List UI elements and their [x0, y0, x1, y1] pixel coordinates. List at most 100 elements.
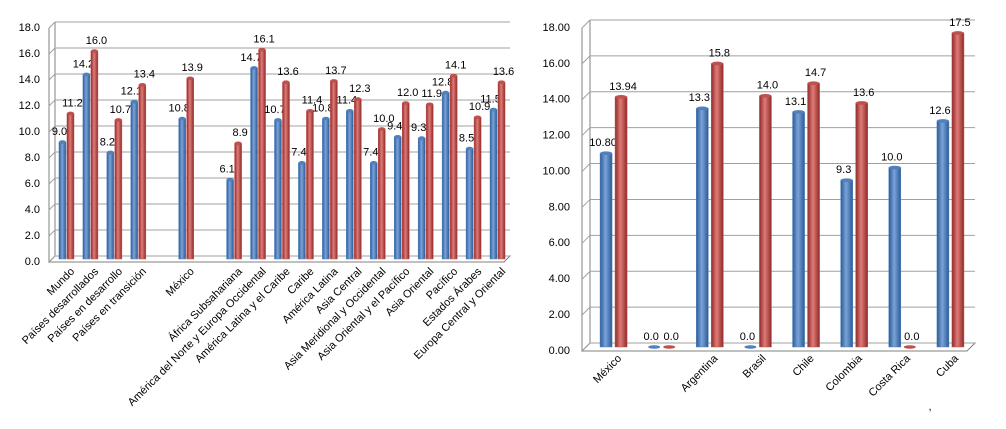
- grid-line: [581, 163, 975, 172]
- y-tick-label: 14.00: [542, 94, 570, 106]
- plot-wall: [581, 20, 591, 353]
- bar: [226, 179, 234, 260]
- value-label: 8.5: [459, 132, 474, 144]
- bar-cap: [840, 178, 853, 182]
- value-label: 6.1: [219, 164, 234, 176]
- bar: [114, 119, 123, 260]
- value-label: 11.2: [62, 97, 83, 109]
- annotation: ,: [928, 401, 931, 413]
- x-tick-label: Cuba: [934, 352, 962, 380]
- bar: [282, 81, 290, 260]
- bar-cap: [615, 95, 628, 99]
- y-tick-label: 0.00: [549, 345, 570, 357]
- value-label: 14.1: [445, 60, 466, 72]
- bar: [441, 92, 450, 260]
- plot-wall: [48, 22, 56, 264]
- bar-cap: [418, 136, 426, 140]
- grid-line: [581, 19, 975, 29]
- value-label: 10.8: [168, 103, 189, 115]
- bar: [792, 111, 805, 348]
- grid-line: [581, 55, 975, 65]
- bar-cap: [663, 345, 676, 349]
- y-tick-label: 12.00: [542, 130, 570, 142]
- bar-cap: [903, 345, 916, 349]
- bar: [306, 110, 314, 260]
- y-tick-label: 0.0: [25, 256, 40, 268]
- bar-cap: [346, 109, 354, 113]
- value-label: 12.1: [121, 86, 142, 98]
- bar: [417, 137, 426, 260]
- value-label: 7.4: [363, 147, 378, 159]
- value-label: 13.9: [181, 62, 202, 74]
- grid-line: [581, 270, 975, 280]
- x-tick-label: México: [164, 266, 197, 299]
- bar: [82, 74, 91, 260]
- value-label: 8.9: [232, 127, 247, 139]
- bar-cap: [951, 31, 964, 35]
- y-tick-label: 10.00: [542, 165, 570, 177]
- value-label: 0.0: [904, 331, 919, 343]
- bar: [759, 95, 772, 348]
- bar-cap: [130, 99, 138, 104]
- bar-cap: [250, 66, 258, 70]
- bar: [138, 84, 147, 260]
- bar: [274, 119, 282, 260]
- bar-cap: [82, 72, 90, 77]
- bar-cap: [226, 177, 234, 182]
- bar: [497, 81, 506, 260]
- bar-cap: [759, 93, 772, 98]
- x-tick-label: México: [591, 353, 624, 386]
- bar-cap: [696, 106, 709, 111]
- bar: [449, 75, 458, 260]
- bar-cap: [792, 110, 805, 114]
- y-tick-label: 16.00: [542, 58, 570, 70]
- bar: [393, 136, 402, 260]
- value-label: 10.8: [312, 103, 333, 115]
- bar: [888, 167, 902, 348]
- bar: [90, 50, 99, 260]
- bar-cap: [450, 73, 458, 78]
- y-tick-label: 16.0: [19, 48, 40, 60]
- bar: [178, 118, 186, 260]
- bar-cap: [298, 161, 306, 165]
- bar: [951, 32, 965, 348]
- value-label: 12.3: [349, 83, 370, 95]
- bar: [186, 78, 194, 260]
- value-label: 13.6: [493, 66, 514, 78]
- value-label: 14.0: [757, 80, 778, 92]
- bar-cap: [426, 102, 434, 107]
- bar-cap: [378, 127, 386, 131]
- bar: [465, 148, 474, 260]
- bar-cap: [394, 135, 402, 139]
- value-label: 10.9: [469, 101, 490, 113]
- bar-cap: [888, 165, 901, 170]
- y-tick-label: 8.0: [25, 152, 40, 164]
- y-tick-label: 18.00: [542, 22, 570, 34]
- bar: [354, 98, 362, 260]
- bar: [330, 80, 338, 260]
- grid-line: [48, 47, 510, 55]
- grid-line: [48, 73, 510, 81]
- grid-line: [581, 234, 975, 244]
- bar-cap: [402, 101, 410, 105]
- bar: [401, 102, 410, 260]
- grid-line: [581, 127, 975, 137]
- value-label: 10.0: [881, 151, 902, 163]
- y-tick-label: 6.0: [25, 178, 40, 190]
- value-label: 17.5: [949, 17, 970, 29]
- value-label: 10.80: [589, 137, 617, 149]
- bar-cap: [474, 115, 482, 120]
- bar-cap: [274, 118, 282, 122]
- value-label: 11.4: [302, 95, 323, 107]
- value-label: 11.9: [421, 88, 442, 100]
- bar: [58, 141, 67, 260]
- value-label: 9.0: [52, 126, 67, 138]
- bar-cap: [330, 79, 338, 83]
- value-label: 13.1: [785, 96, 806, 108]
- bar-cap: [354, 97, 362, 101]
- x-tick-label: Chile: [791, 353, 817, 379]
- grid-line: [581, 91, 975, 101]
- value-label: 14.7: [240, 52, 261, 64]
- value-label: 11.4: [337, 95, 358, 107]
